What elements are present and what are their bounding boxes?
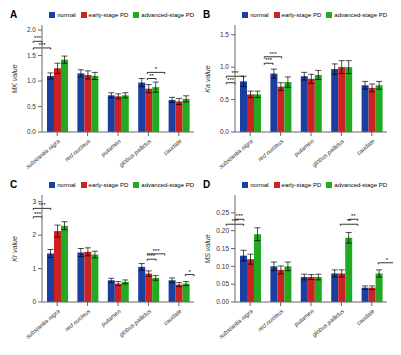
svg-text:0.5: 0.5 — [27, 103, 36, 110]
svg-text:0.20: 0.20 — [216, 227, 229, 234]
svg-text:putamen: putamen — [292, 308, 315, 329]
svg-text:**: ** — [351, 213, 356, 219]
svg-text:putamen: putamen — [292, 138, 315, 159]
svg-text:putamen: putamen — [99, 308, 122, 329]
svg-text:globus pallidus: globus pallidus — [118, 138, 152, 168]
svg-text:***: *** — [269, 51, 277, 57]
html-text:Kr value: Kr value — [10, 235, 18, 262]
html-text:B: B — [203, 9, 211, 20]
svg-text:globus pallidus: globus pallidus — [311, 138, 345, 168]
html-text:normal: normal — [250, 11, 269, 18]
svg-text:***: *** — [152, 248, 160, 254]
svg-text:2.0: 2.0 — [27, 26, 36, 33]
svg-text:1.5: 1.5 — [27, 52, 36, 59]
svg-text:0.0: 0.0 — [220, 128, 229, 135]
svg-text:1.5: 1.5 — [220, 31, 229, 38]
svg-text:0.0: 0.0 — [27, 128, 36, 135]
svg-text:putamen: putamen — [99, 138, 122, 159]
svg-text:1.0: 1.0 — [220, 63, 229, 70]
svg-text:1: 1 — [32, 265, 36, 272]
svg-text:***: *** — [38, 42, 46, 48]
svg-text:0.05: 0.05 — [216, 280, 229, 287]
html-text:early-stage PD: early-stage PD — [281, 11, 322, 18]
svg-text:caudate: caudate — [355, 138, 376, 157]
html-text:advanced-stage PD: advanced-stage PD — [334, 181, 387, 188]
html-text:MS value: MS value — [203, 233, 211, 264]
html-text:early-stage PD: early-stage PD — [281, 181, 322, 188]
svg-text:red nucleus: red nucleus — [64, 138, 92, 163]
svg-text:substantia nigra: substantia nigra — [25, 138, 62, 170]
html-text:C: C — [10, 179, 18, 190]
html-text:MK value: MK value — [10, 63, 18, 94]
svg-text:caudate: caudate — [355, 308, 376, 327]
svg-text:red nucleus: red nucleus — [64, 308, 92, 333]
html-text:early-stage PD: early-stage PD — [88, 11, 129, 18]
svg-text:**: ** — [149, 73, 154, 79]
svg-text:globus pallidus: globus pallidus — [311, 308, 345, 338]
svg-text:***: *** — [236, 213, 244, 219]
svg-text:substantia nigra: substantia nigra — [25, 308, 62, 340]
svg-text:substantia nigra: substantia nigra — [218, 308, 255, 340]
svg-text:***: *** — [148, 253, 156, 259]
svg-text:2: 2 — [32, 231, 36, 238]
svg-text:*: * — [155, 66, 158, 72]
svg-text:caudate: caudate — [162, 138, 183, 157]
svg-text:***: *** — [38, 202, 46, 208]
html-text:advanced-stage PD: advanced-stage PD — [141, 181, 194, 188]
html-text:A: A — [10, 9, 18, 20]
svg-text:***: *** — [34, 211, 42, 217]
svg-text:0.15: 0.15 — [216, 245, 229, 252]
svg-text:*: * — [386, 257, 389, 263]
html-text:early-stage PD: early-stage PD — [88, 181, 129, 188]
svg-text:red nucleus: red nucleus — [257, 138, 285, 163]
svg-text:0.10: 0.10 — [216, 263, 229, 270]
svg-text:globus pallidus: globus pallidus — [118, 308, 152, 338]
svg-text:red nucleus: red nucleus — [257, 308, 285, 333]
svg-text:***: *** — [265, 57, 273, 63]
html-text:advanced-stage PD: advanced-stage PD — [334, 11, 387, 18]
svg-text:***: *** — [231, 70, 239, 76]
svg-text:***: *** — [227, 77, 235, 83]
svg-text:0.5: 0.5 — [220, 96, 229, 103]
svg-text:0.00: 0.00 — [216, 298, 229, 305]
svg-text:0.25: 0.25 — [216, 209, 229, 216]
html-text:normal: normal — [57, 11, 76, 18]
html-text:advanced-stage PD: advanced-stage PD — [141, 11, 194, 18]
html-text:Ka value: Ka value — [203, 64, 211, 93]
html-text:normal: normal — [57, 181, 76, 188]
svg-text:***: *** — [34, 35, 42, 41]
svg-text:*: * — [188, 269, 191, 275]
svg-text:0: 0 — [32, 298, 36, 305]
svg-text:3: 3 — [32, 198, 36, 205]
html-text:normal: normal — [250, 181, 269, 188]
svg-text:1.0: 1.0 — [27, 77, 36, 84]
svg-text:substantia nigra: substantia nigra — [218, 138, 255, 170]
html-text:D: D — [203, 179, 211, 190]
svg-text:caudate: caudate — [162, 308, 183, 327]
